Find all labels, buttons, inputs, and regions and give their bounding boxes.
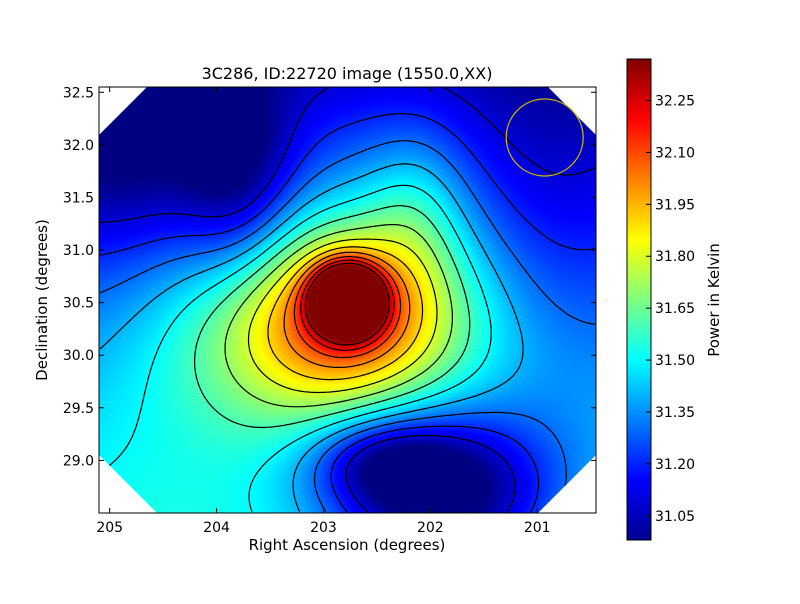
contour-line: [99, 140, 595, 513]
x-tick-label: 203: [310, 520, 337, 536]
x-axis-label: Right Ascension (degrees): [249, 536, 446, 554]
heatmap-image: [99, 87, 596, 513]
colorbar-tick-label: 31.50: [655, 353, 695, 369]
y-axis-ticks: 29.0 29.5 30.0 30.5 31.0 31.5 32.0 32.5: [63, 85, 596, 469]
contour-line: [99, 163, 596, 513]
colorbar-ticks: 32.25 32.10 31.95 31.80 31.65 31.50 31.35 31.20…: [646, 94, 695, 525]
heatmap-area: [99, 87, 596, 513]
colorbar-tick-label: 32.25: [655, 94, 695, 110]
colorbar-tick-label: 31.95: [655, 197, 695, 213]
contour-line: [194, 205, 471, 429]
y-tick-label: 32.5: [63, 85, 94, 101]
x-axis-ticks: 205 204 203 202 201: [96, 87, 551, 536]
chart-title: 3C286, ID:22720 image (1550.0,XX): [202, 64, 493, 83]
contour-line: [300, 259, 395, 351]
colorbar-tick-label: 31.80: [655, 249, 695, 265]
contour-line: [247, 238, 438, 394]
colorbar-tick-label: 31.05: [655, 509, 695, 525]
contour-line: [283, 251, 411, 368]
y-tick-label: 30.0: [63, 348, 94, 364]
contour-line: [224, 224, 453, 408]
contour-line: [293, 256, 402, 359]
y-tick-label: 31.0: [63, 243, 94, 259]
contour-lines: [99, 87, 596, 513]
x-tick-label: 202: [417, 520, 444, 536]
colorbar-tick-label: 31.35: [655, 405, 695, 421]
contour-line: [267, 246, 424, 381]
y-tick-label: 29.5: [63, 401, 94, 417]
y-tick-label: 31.5: [63, 190, 94, 206]
colorbar-tick-label: 31.20: [655, 457, 695, 473]
y-axis-label: Declination (degrees): [33, 219, 51, 381]
contour-line: [100, 113, 595, 513]
corner-masks: [99, 87, 596, 513]
x-tick-label: 204: [203, 520, 230, 536]
y-tick-label: 29.0: [63, 453, 94, 469]
colorbar-tick-label: 31.65: [655, 301, 695, 317]
x-tick-label: 201: [524, 520, 551, 536]
colorbar-label: Power in Kelvin: [705, 243, 723, 357]
plot-frame: [98, 86, 597, 514]
y-tick-label: 30.5: [63, 296, 94, 312]
x-tick-label: 205: [96, 520, 123, 536]
colorbar: [626, 58, 652, 541]
contour-line: [99, 184, 492, 512]
colorbar-tick-label: 32.10: [655, 145, 695, 161]
y-tick-label: 32.0: [63, 138, 94, 154]
beam-circle: [505, 98, 584, 177]
contour-line: [304, 262, 390, 346]
